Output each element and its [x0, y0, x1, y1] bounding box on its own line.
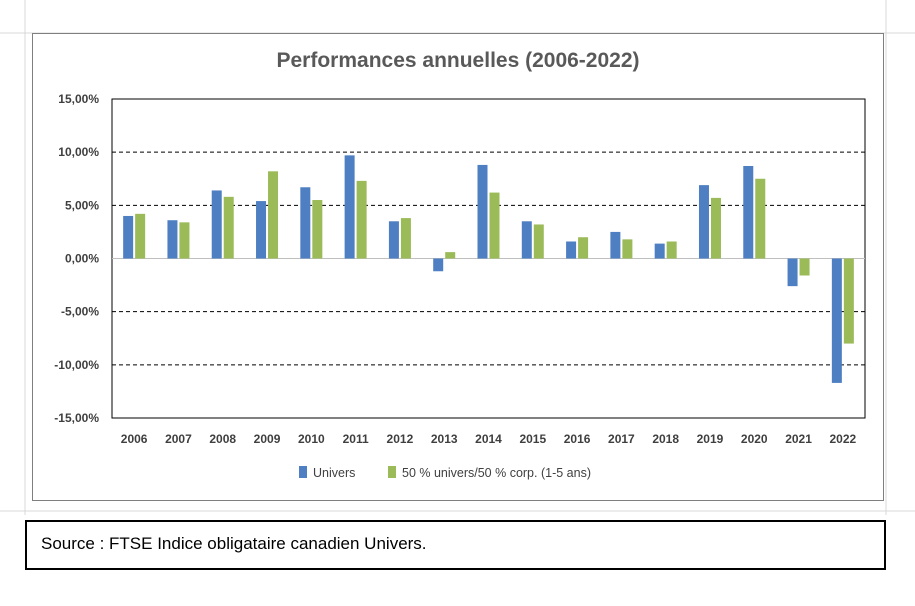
- x-tick-label: 2021: [785, 432, 812, 446]
- legend-swatch-univers: [299, 466, 307, 478]
- bar-univers-2013: [433, 258, 444, 272]
- bar-mix-2017: [622, 239, 633, 259]
- bar-univers-2008: [211, 190, 222, 259]
- bar-univers-2019: [698, 185, 709, 259]
- bar-mix-2010: [312, 200, 323, 259]
- chart-title: Performances annuelles (2006-2022): [276, 49, 640, 72]
- bar-univers-2009: [256, 201, 267, 259]
- x-tick-label: 2008: [209, 432, 236, 446]
- legend-label-mix: 50 % univers/50 % corp. (1-5 ans): [402, 466, 591, 480]
- bar-mix-2016: [578, 237, 589, 259]
- bar-univers-2018: [654, 243, 665, 259]
- x-tick-label: 2016: [564, 432, 591, 446]
- bar-univers-2014: [477, 164, 488, 259]
- y-tick-label: 5,00%: [65, 198, 99, 212]
- x-tick-label: 2006: [121, 432, 148, 446]
- bar-mix-2022: [843, 258, 854, 344]
- x-tick-label: 2015: [519, 432, 546, 446]
- bar-univers-2015: [521, 221, 532, 259]
- x-tick-label: 2012: [387, 432, 414, 446]
- bar-univers-2006: [123, 215, 134, 259]
- x-tick-label: 2009: [254, 432, 281, 446]
- bar-univers-2016: [566, 241, 577, 259]
- y-tick-label: 0,00%: [65, 252, 99, 266]
- x-tick-label: 2020: [741, 432, 768, 446]
- bar-mix-2008: [223, 196, 234, 259]
- bar-mix-2018: [666, 241, 677, 259]
- y-tick-label: -10,00%: [54, 358, 99, 372]
- bar-univers-2007: [167, 220, 178, 259]
- bar-mix-2020: [755, 178, 766, 259]
- source-box: Source : FTSE Indice obligataire canadie…: [25, 520, 886, 570]
- bar-mix-2019: [710, 197, 721, 259]
- x-tick-label: 2017: [608, 432, 635, 446]
- x-tick-label: 2014: [475, 432, 502, 446]
- x-tick-label: 2022: [830, 432, 857, 446]
- x-tick-label: 2013: [431, 432, 458, 446]
- bar-univers-2012: [388, 221, 399, 259]
- legend-swatch-mix: [388, 466, 396, 478]
- bar-univers-2011: [344, 155, 355, 259]
- bar-mix-2007: [179, 222, 190, 259]
- bar-mix-2006: [135, 213, 146, 259]
- source-text: Source : FTSE Indice obligataire canadie…: [41, 534, 427, 553]
- x-tick-label: 2019: [697, 432, 724, 446]
- bar-mix-2009: [268, 171, 279, 259]
- bar-univers-2017: [610, 231, 621, 259]
- y-tick-label: -5,00%: [61, 305, 99, 319]
- chart-plot: -15,00% -10,00% -5,00% 0,00% 5,00% 10,00% 15,0…: [54, 92, 866, 480]
- bar-mix-2013: [445, 252, 456, 259]
- y-tick-label: 15,00%: [58, 92, 99, 106]
- x-tick-label: 2007: [165, 432, 192, 446]
- bar-mix-2011: [356, 180, 367, 259]
- bar-univers-2022: [831, 258, 842, 383]
- x-tick-label: 2018: [652, 432, 679, 446]
- bar-mix-2014: [489, 192, 500, 259]
- x-tick-label: 2010: [298, 432, 325, 446]
- bar-mix-2021: [799, 258, 810, 276]
- legend-label-univers: Univers: [313, 466, 355, 480]
- bar-mix-2015: [533, 224, 544, 259]
- chart-area: Performances annuelles (2006-2022) -15,0…: [32, 33, 884, 501]
- bar-univers-2010: [300, 187, 311, 259]
- x-tick-label: 2011: [343, 432, 369, 446]
- bar-mix-2012: [400, 218, 411, 259]
- y-tick-label: -15,00%: [54, 411, 99, 425]
- y-tick-label: 10,00%: [58, 145, 99, 159]
- bar-univers-2021: [787, 258, 798, 287]
- bar-univers-2020: [743, 165, 754, 259]
